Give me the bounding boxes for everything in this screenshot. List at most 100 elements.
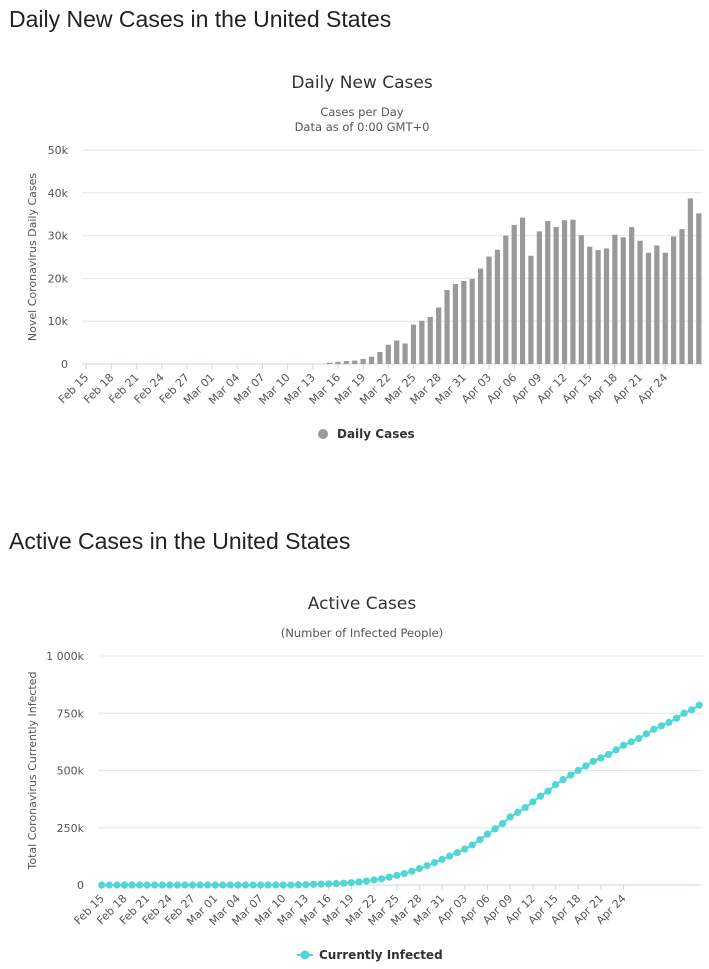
- bar: [360, 358, 366, 364]
- bar: [352, 360, 358, 364]
- data-point: [158, 881, 166, 889]
- bar: [402, 343, 408, 364]
- data-point: [173, 881, 182, 889]
- legend-symbol: [318, 429, 328, 439]
- bar: [503, 235, 509, 364]
- data-point: [325, 880, 333, 888]
- data-point: [483, 830, 492, 838]
- bar: [561, 220, 568, 364]
- chart-subtitle: Cases per Day: [320, 105, 403, 119]
- data-point: [461, 845, 469, 853]
- y-tick-label: 50k: [48, 144, 69, 157]
- data-point: [279, 881, 287, 889]
- bar: [377, 352, 383, 364]
- data-point: [498, 820, 507, 828]
- data-point: [340, 879, 348, 887]
- bar: [553, 227, 559, 364]
- y-tick-label: 250k: [57, 822, 85, 835]
- data-point: [196, 881, 204, 889]
- data-point: [211, 881, 219, 889]
- data-point: [98, 881, 106, 889]
- data-point: [453, 849, 461, 857]
- data-point: [506, 813, 514, 821]
- bar: [578, 235, 584, 364]
- legend-label: Currently Infected: [319, 948, 443, 962]
- bar: [595, 250, 601, 364]
- bar: [603, 248, 610, 364]
- y-tick-label: 30k: [48, 230, 69, 243]
- bar: [444, 289, 450, 364]
- data-point: [400, 869, 408, 878]
- bar: [671, 236, 677, 364]
- data-point: [597, 754, 605, 762]
- bar: [452, 283, 459, 364]
- data-point: [604, 750, 613, 759]
- bar: [637, 240, 643, 364]
- data-point: [536, 792, 545, 800]
- data-point: [317, 880, 325, 888]
- y-tick-label: 40k: [48, 187, 69, 200]
- bar: [654, 245, 660, 364]
- bar: [410, 324, 417, 364]
- data-point: [559, 776, 567, 784]
- data-point: [241, 881, 250, 889]
- data-point: [347, 879, 355, 887]
- data-point: [393, 871, 401, 879]
- chart-title: Daily New Cases: [291, 73, 433, 93]
- bar: [326, 362, 333, 364]
- data-point: [589, 757, 597, 765]
- bar: [343, 361, 349, 364]
- data-point: [567, 771, 575, 779]
- data-point: [491, 825, 499, 833]
- data-point: [642, 730, 650, 738]
- data-point: [423, 862, 431, 870]
- data-point: [120, 881, 129, 889]
- bar: [419, 320, 425, 364]
- bar: [385, 344, 391, 364]
- data-point: [219, 881, 227, 889]
- data-point: [544, 787, 552, 795]
- data-point: [113, 881, 121, 889]
- chart-subtitle: (Number of Infected People): [281, 626, 443, 640]
- bar: [427, 316, 433, 364]
- bar: [478, 268, 484, 364]
- data-point: [415, 864, 424, 873]
- bar: [486, 256, 492, 364]
- bar: [511, 224, 517, 364]
- chart-title: Active Cases: [308, 594, 417, 614]
- bar: [335, 361, 341, 364]
- data-point: [264, 881, 272, 889]
- y-tick-label: 1 000k: [46, 650, 84, 663]
- y-axis-label: Novel Coronavirus Daily Cases: [26, 173, 39, 341]
- bar: [696, 213, 702, 364]
- data-point: [135, 881, 144, 889]
- y-tick-label: 20k: [48, 272, 69, 285]
- data-point: [430, 858, 439, 867]
- data-point: [188, 881, 197, 889]
- bar: [570, 219, 576, 364]
- data-point: [370, 876, 378, 884]
- data-point: [309, 880, 318, 888]
- bar: [461, 280, 467, 364]
- y-tick-label: 750k: [57, 707, 85, 720]
- bar: [662, 252, 668, 364]
- data-point: [438, 855, 446, 863]
- data-point: [650, 725, 658, 733]
- data-point: [657, 722, 666, 730]
- data-point: [204, 881, 212, 889]
- bar: [629, 227, 635, 364]
- data-point: [408, 867, 416, 875]
- y-tick-label: 500k: [57, 765, 85, 778]
- data-point: [529, 798, 537, 806]
- bar: [519, 217, 526, 364]
- data-point: [234, 881, 242, 889]
- data-point: [688, 706, 696, 714]
- bar: [368, 356, 375, 364]
- y-tick-label: 0: [77, 879, 84, 892]
- data-point: [226, 881, 234, 889]
- bar: [536, 231, 542, 364]
- legend-symbol: [300, 950, 310, 960]
- series-line: [101, 704, 700, 886]
- data-point: [294, 881, 303, 889]
